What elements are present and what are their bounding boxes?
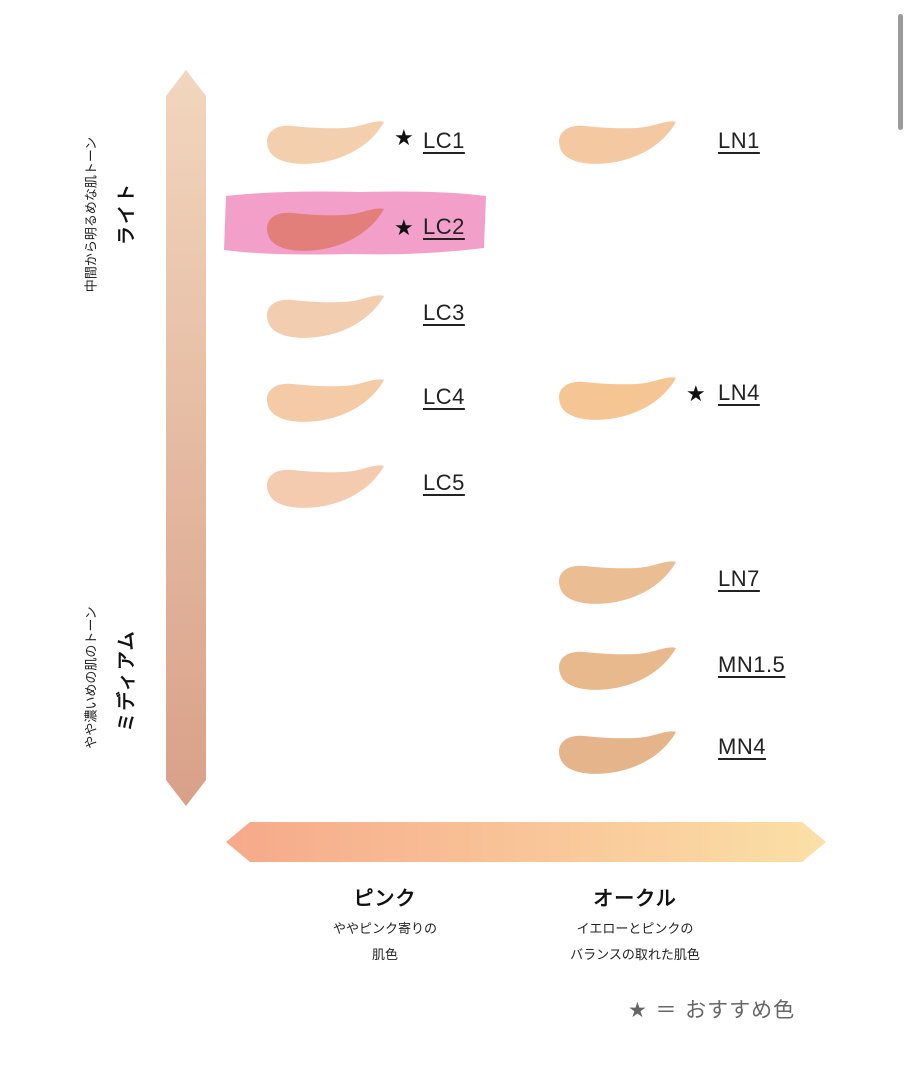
shade-label-lc4[interactable]: LC4 — [423, 384, 465, 409]
vertical-top-title: ライト — [115, 182, 138, 246]
shade-label-ln4[interactable]: LN4 — [718, 380, 760, 405]
ochre-axis-desc-1: イエローとピンクの — [576, 922, 694, 937]
star-ln4-icon: ★ — [686, 382, 706, 407]
star-lc2-icon: ★ — [394, 216, 414, 241]
shade-label-lc1[interactable]: LC1 — [423, 128, 465, 153]
swatch-mn4 — [558, 731, 676, 774]
swatch-mn1-5 — [558, 647, 676, 690]
swatch-lc4 — [266, 379, 384, 422]
star-lc1-icon: ★ — [394, 126, 414, 151]
shade-label-lc2[interactable]: LC2 — [423, 214, 465, 239]
vertical-bottom-subtitle: やや濃いめの肌のトーン — [84, 606, 100, 749]
shade-label-mn1-5[interactable]: MN1.5 — [718, 652, 786, 677]
horizontal-tone-arrow — [226, 822, 826, 862]
shade-label-lc5[interactable]: LC5 — [423, 470, 465, 495]
pink-axis-title: ピンク — [353, 886, 417, 910]
swatch-lc3 — [266, 295, 384, 338]
vertical-bottom-title: ミディアム — [115, 629, 138, 732]
shade-label-lc3[interactable]: LC3 — [423, 300, 465, 325]
pink-axis-desc-1: ややピンク寄りの — [332, 922, 437, 937]
vertical-tone-arrow — [166, 70, 206, 806]
swatch-ln1 — [558, 121, 676, 164]
swatch-lc1 — [266, 121, 384, 164]
swatch-lc2 — [266, 208, 384, 251]
swatch-lc5 — [266, 465, 384, 508]
swatch-ln4 — [558, 377, 676, 420]
ochre-axis-title: オークル — [593, 886, 677, 910]
scrollbar[interactable] — [898, 14, 903, 130]
ochre-axis-desc-2: バランスの取れた肌色 — [570, 948, 700, 963]
shade-label-ln1[interactable]: LN1 — [718, 128, 760, 153]
legend-recommended: ★ ＝ おすすめ色 — [628, 998, 796, 1022]
shade-label-ln7[interactable]: LN7 — [718, 566, 760, 591]
pink-axis-desc-2: 肌色 — [371, 948, 398, 963]
shade-label-mn4[interactable]: MN4 — [718, 734, 766, 759]
vertical-top-subtitle: 中間から明るめな肌トーン — [84, 136, 100, 293]
swatch-ln7 — [558, 561, 676, 604]
